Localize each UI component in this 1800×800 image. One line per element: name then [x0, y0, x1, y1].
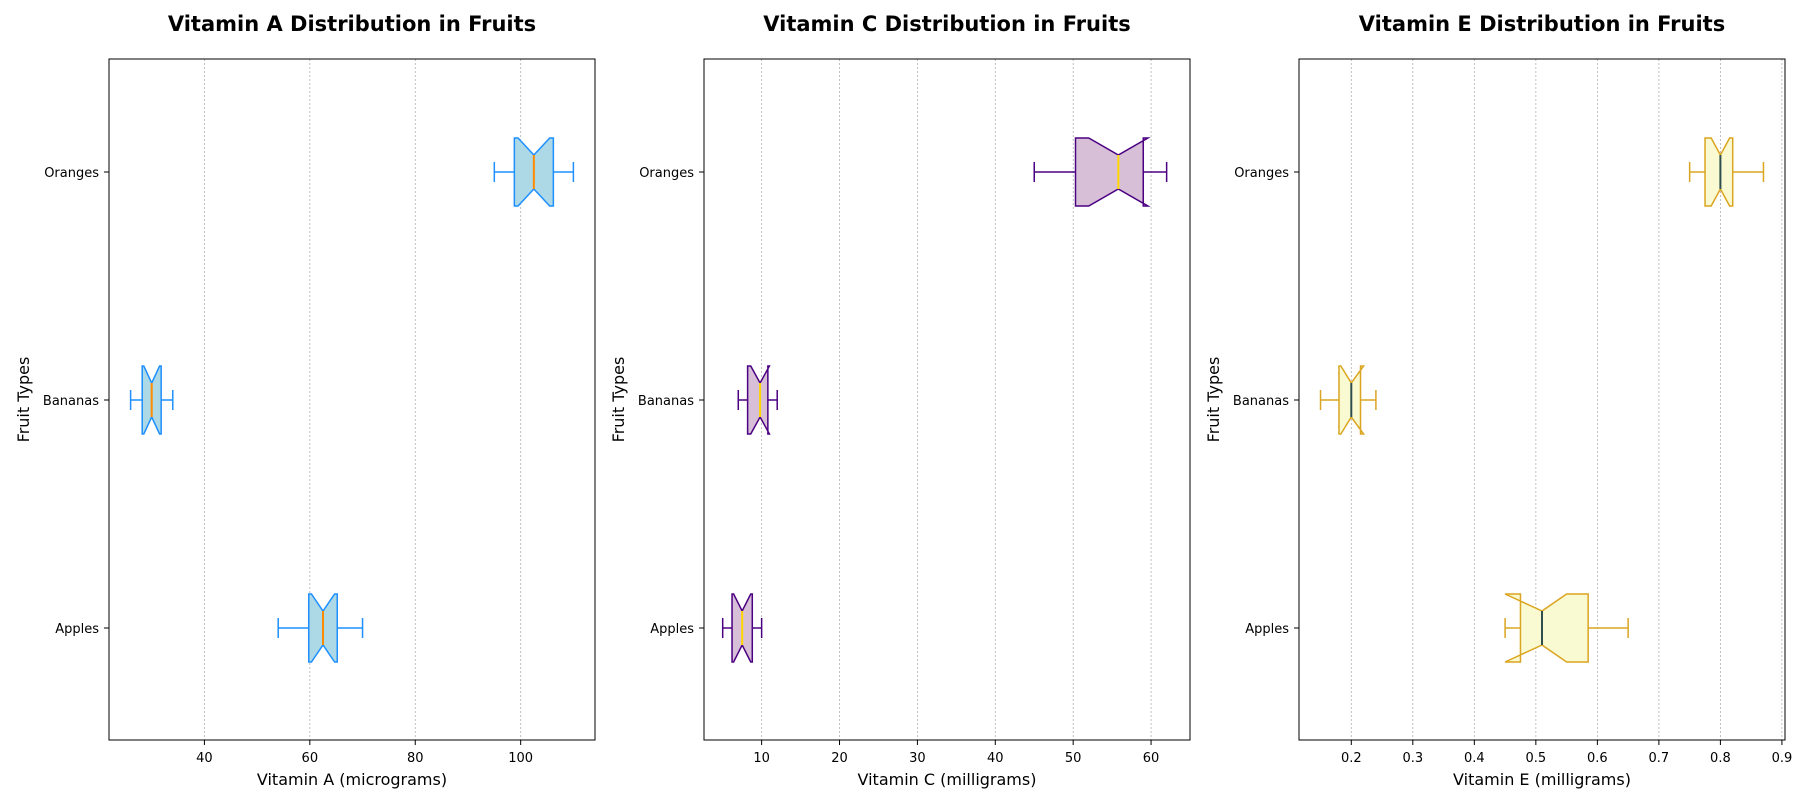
- x-tick-label: 0.9: [1772, 751, 1793, 766]
- box-apples: [1504, 593, 1629, 663]
- box-bananas: [129, 365, 174, 435]
- x-tick-label: 10: [753, 751, 770, 766]
- chart-title: Vitamin A Distribution in Fruits: [168, 12, 536, 36]
- x-tick-label: 0.6: [1587, 751, 1608, 766]
- x-axis-label: Vitamin E (milligrams): [1453, 770, 1631, 789]
- y-tick-label-apples: Apples: [650, 622, 694, 637]
- notched-box: [1504, 593, 1589, 663]
- y-axis-label: Fruit Types: [1204, 357, 1223, 443]
- x-tick-label: 20: [831, 751, 848, 766]
- x-tick-label: 30: [909, 751, 926, 766]
- notched-box: [746, 365, 771, 435]
- x-tick-label: 60: [302, 751, 319, 766]
- chart-panel-1: 40 60 80 100 Apples Bananas Oranges Vitamin A D…: [14, 12, 596, 789]
- notched-box: [1704, 137, 1734, 207]
- x-tick-label: 0.5: [1526, 751, 1547, 766]
- notched-box: [1074, 137, 1151, 207]
- x-tick-label: 0.3: [1402, 751, 1423, 766]
- x-axis-label: Vitamin C (milligrams): [858, 770, 1037, 789]
- box-oranges: [1033, 137, 1168, 207]
- box-oranges: [493, 137, 575, 207]
- y-axis-label: Fruit Types: [609, 357, 628, 443]
- x-tick-label: 0.7: [1649, 751, 1670, 766]
- box-bananas: [1319, 365, 1377, 435]
- x-tick-label: 60: [1143, 751, 1160, 766]
- y-tick-label-apples: Apples: [1245, 622, 1289, 637]
- y-tick-label-bananas: Bananas: [638, 394, 694, 409]
- y-tick-label-oranges: Oranges: [639, 166, 694, 181]
- x-tick-label: 40: [196, 751, 213, 766]
- chart-title: Vitamin E Distribution in Fruits: [1359, 12, 1725, 36]
- box-bananas: [737, 365, 778, 435]
- y-axis-label: Fruit Types: [14, 357, 33, 443]
- y-tick-label-apples: Apples: [55, 622, 99, 637]
- x-tick-label: 0.2: [1341, 751, 1362, 766]
- chart-panel-3: 0.2 0.3 0.4 0.5 0.6 0.7 0.8 0.9 Apples Bananas Ora…: [1204, 12, 1792, 789]
- x-tick-label: 50: [1065, 751, 1082, 766]
- y-tick-label-oranges: Oranges: [1234, 166, 1289, 181]
- box-apples: [277, 593, 364, 663]
- x-axis-label: Vitamin A (micrograms): [257, 770, 447, 789]
- x-tick-label: 40: [987, 751, 1004, 766]
- chart-panel-2: 10 20 30 40 50 60 Apples Bananas Oranges Vitamin …: [609, 12, 1191, 789]
- x-tick-label: 0.4: [1464, 751, 1485, 766]
- chart-title: Vitamin C Distribution in Fruits: [763, 12, 1131, 36]
- x-tick-label: 80: [407, 751, 424, 766]
- x-tick-label: 100: [508, 751, 533, 766]
- y-tick-label-oranges: Oranges: [44, 166, 99, 181]
- y-tick-label-bananas: Bananas: [1233, 394, 1289, 409]
- y-tick-label-bananas: Bananas: [43, 394, 99, 409]
- x-tick-label: 0.8: [1710, 751, 1731, 766]
- box-apples: [721, 593, 763, 663]
- box-oranges: [1688, 137, 1765, 207]
